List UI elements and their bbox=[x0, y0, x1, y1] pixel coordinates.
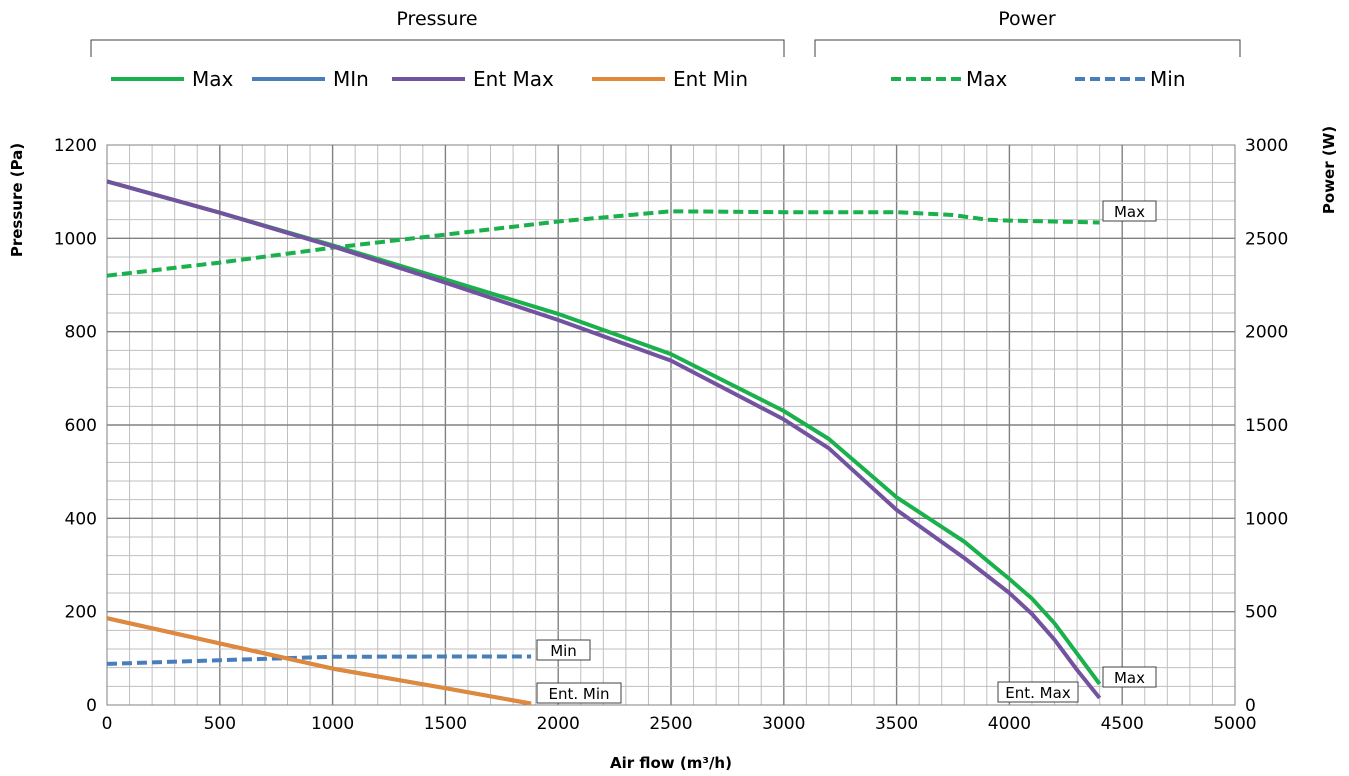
annotation-label: Min bbox=[550, 642, 577, 660]
annotation-label: Ent. Min bbox=[548, 685, 609, 703]
x-tick-label: 1000 bbox=[311, 714, 354, 734]
legend-label: Max bbox=[192, 67, 234, 91]
y-tick-label-right: 3000 bbox=[1245, 136, 1288, 156]
legend-label: Min bbox=[1150, 67, 1186, 91]
series-line-ent-min-pressure bbox=[106, 616, 532, 706]
y-tick-label-left: 0 bbox=[86, 696, 97, 716]
x-tick-label: 4500 bbox=[1101, 714, 1144, 734]
plot-frame bbox=[106, 144, 1236, 706]
tick-labels: 0 500 1000 1500 2000 2500 3000 3500 4000 4500 5000… bbox=[54, 136, 1289, 734]
y-axis-title-left: Pressure (Pa) bbox=[8, 143, 26, 257]
x-tick-label: 0 bbox=[102, 714, 113, 734]
y-tick-label-left: 800 bbox=[65, 323, 97, 343]
y-tick-label-left: 200 bbox=[65, 603, 97, 623]
x-tick-label: 500 bbox=[204, 714, 236, 734]
series-line-max-power bbox=[106, 209, 1100, 278]
legend-label: Ent Max bbox=[473, 67, 554, 91]
series-line-ent-max-pressure bbox=[106, 179, 1102, 700]
y-tick-label-right: 2500 bbox=[1245, 229, 1288, 249]
y-tick-label-right: 0 bbox=[1245, 696, 1256, 716]
annotation-box bbox=[1102, 666, 1157, 688]
y-tick-label-right: 1000 bbox=[1245, 509, 1288, 529]
x-tick-label: 2500 bbox=[649, 714, 692, 734]
legend-label: Max bbox=[966, 67, 1008, 91]
annotation-box bbox=[536, 639, 591, 661]
legend-group-bracket bbox=[814, 39, 1241, 57]
y-tick-label-right: 2000 bbox=[1245, 323, 1288, 343]
y-tick-label-left: 1000 bbox=[54, 229, 97, 249]
x-tick-label: 5000 bbox=[1213, 714, 1256, 734]
annotation-label: Ent. Max bbox=[1005, 684, 1071, 702]
grid-lines bbox=[107, 145, 1235, 705]
x-tick-label: 3000 bbox=[762, 714, 805, 734]
annotation-label: Max bbox=[1114, 203, 1145, 221]
annotations: Max Min Ent. Min Max Ent. Max bbox=[536, 200, 1157, 704]
y-tick-label-left: 1200 bbox=[54, 136, 97, 156]
legend-label: MIn bbox=[333, 67, 369, 91]
annotation-box bbox=[536, 682, 622, 704]
legend: Pressure Power Max MIn Ent Max Ent Min Max Min bbox=[90, 8, 1241, 91]
annotation-box bbox=[1102, 200, 1157, 222]
annotation-label: Max bbox=[1114, 669, 1145, 687]
series-lines bbox=[106, 179, 1102, 706]
y-tick-label-left: 400 bbox=[65, 509, 97, 529]
y-tick-label-right: 1500 bbox=[1245, 416, 1288, 436]
legend-label: Ent Min bbox=[673, 67, 748, 91]
annotation-box bbox=[997, 681, 1079, 703]
legend-group-title: Pressure bbox=[396, 8, 477, 30]
x-tick-label: 4000 bbox=[988, 714, 1031, 734]
series-line-min-power bbox=[106, 654, 532, 666]
y-tick-label-right: 500 bbox=[1245, 603, 1277, 623]
y-axis-title-right: Power (W) bbox=[1320, 126, 1338, 214]
y-tick-label-left: 600 bbox=[65, 416, 97, 436]
x-tick-label: 2000 bbox=[537, 714, 580, 734]
x-axis-title: Air flow (m³/h) bbox=[610, 754, 732, 772]
x-tick-label: 3500 bbox=[875, 714, 918, 734]
x-tick-label: 1500 bbox=[424, 714, 467, 734]
legend-group-title: Power bbox=[998, 8, 1056, 30]
legend-group-bracket bbox=[90, 39, 785, 57]
